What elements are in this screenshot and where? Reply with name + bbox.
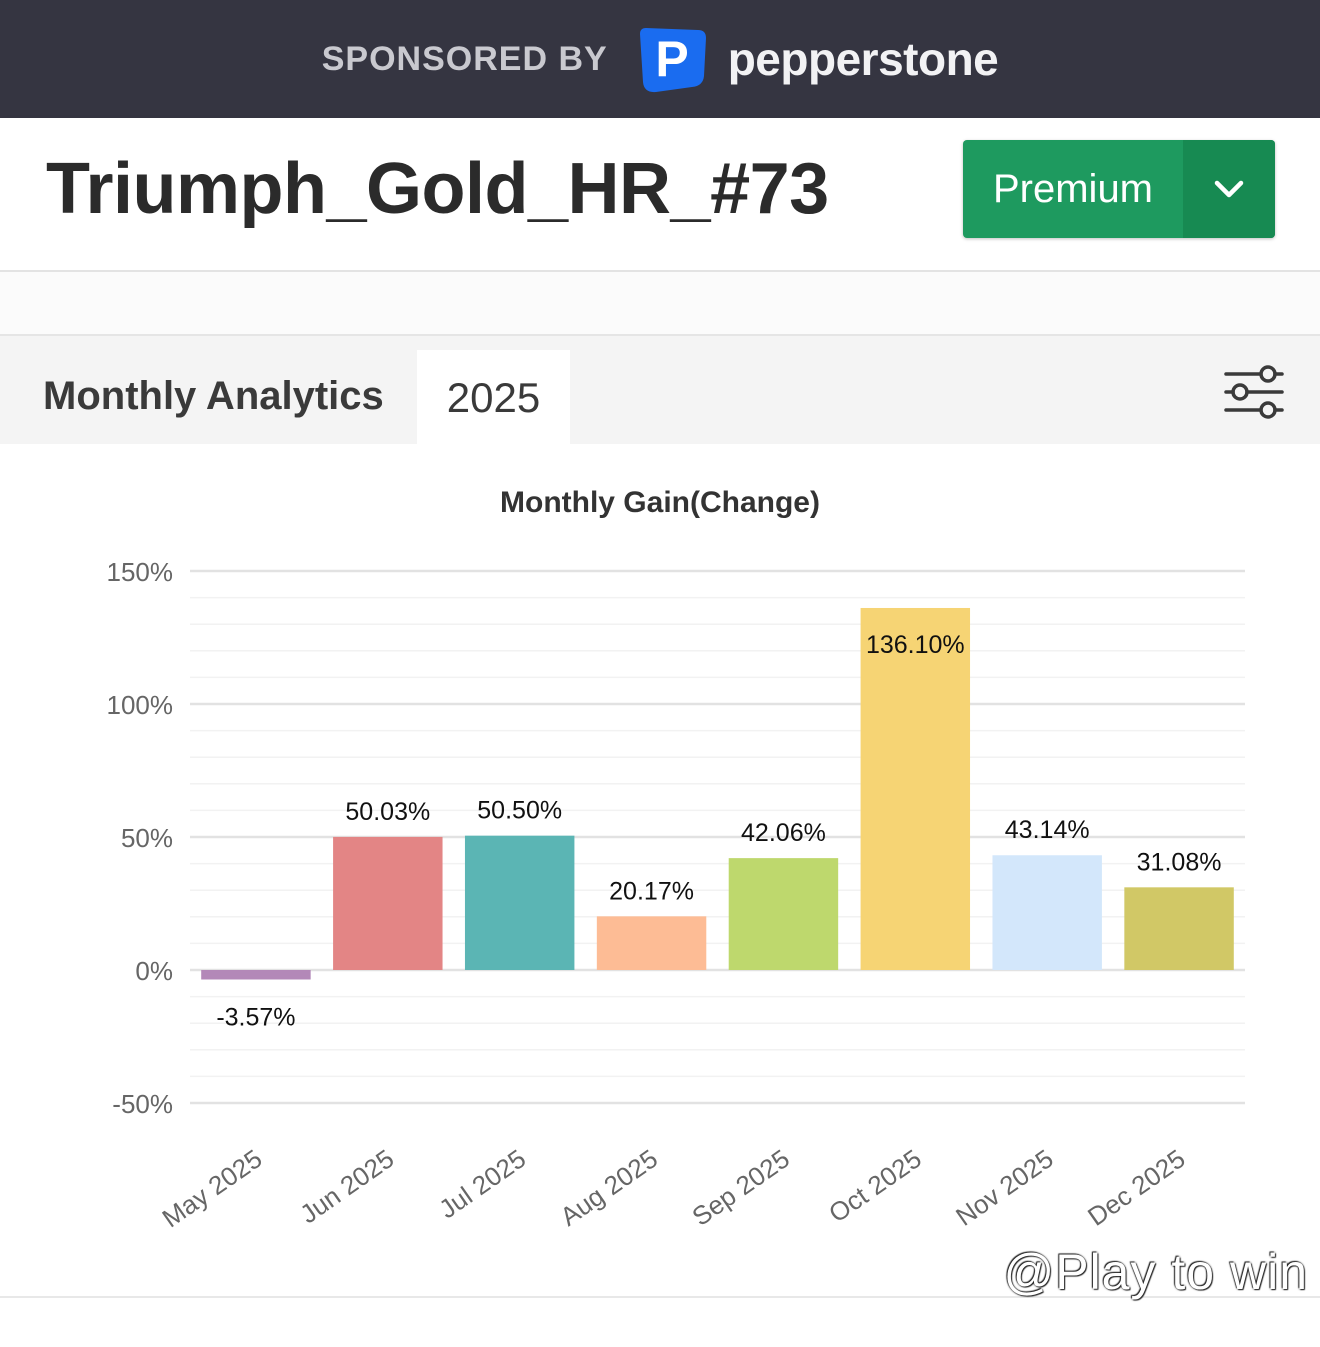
chevron-down-icon bbox=[1214, 180, 1244, 198]
bar[interactable] bbox=[860, 607, 971, 970]
data-label: 136.10% bbox=[866, 631, 965, 659]
bar[interactable] bbox=[992, 855, 1102, 970]
data-label: 42.06% bbox=[741, 819, 826, 847]
y-tick-label: 50% bbox=[121, 823, 173, 853]
data-label: -3.57% bbox=[216, 1003, 295, 1031]
bar[interactable] bbox=[201, 970, 311, 980]
footer-area bbox=[0, 1296, 1320, 1347]
y-tick-label: 100% bbox=[107, 690, 174, 720]
y-tick-label: 150% bbox=[107, 557, 174, 587]
sliders-icon bbox=[1224, 365, 1284, 419]
y-tick-label: 0% bbox=[135, 956, 173, 986]
premium-button[interactable]: Premium bbox=[963, 140, 1275, 238]
monthly-gain-chart: Monthly Gain(Change) -3.57% 50.03% 50.50% 2… bbox=[0, 444, 1320, 1296]
filter-button[interactable] bbox=[1220, 362, 1288, 422]
x-tick-label: Nov 2025 bbox=[950, 1143, 1058, 1231]
x-tick-label: Jun 2025 bbox=[294, 1143, 399, 1229]
x-tick-label: Sep 2025 bbox=[686, 1143, 794, 1231]
y-tick-label: -50% bbox=[112, 1089, 173, 1119]
sponsor-banner[interactable]: SPONSORED BY P pepperstone bbox=[0, 0, 1320, 118]
data-label: 50.50% bbox=[477, 797, 562, 825]
spacer bbox=[0, 272, 1320, 334]
watermark: @Play to win bbox=[1003, 1244, 1308, 1300]
analytics-title: Monthly Analytics bbox=[43, 374, 384, 418]
pepperstone-logo-icon: P bbox=[639, 28, 706, 93]
bar[interactable] bbox=[728, 858, 839, 970]
account-header: Triumph_Gold_HR_#73 Premium bbox=[0, 118, 1320, 272]
premium-dropdown-toggle[interactable] bbox=[1183, 140, 1275, 238]
bar[interactable] bbox=[1124, 887, 1234, 970]
x-tick-label: Aug 2025 bbox=[555, 1143, 663, 1231]
bar[interactable] bbox=[596, 916, 707, 970]
x-tick-label: Jul 2025 bbox=[433, 1143, 531, 1224]
x-tick-label: May 2025 bbox=[157, 1143, 268, 1233]
bar[interactable] bbox=[464, 835, 575, 970]
data-label: 31.08% bbox=[1137, 848, 1222, 876]
x-tick-label: Oct 2025 bbox=[823, 1143, 927, 1228]
data-label: 50.03% bbox=[345, 798, 430, 826]
tab-year[interactable]: 2025 bbox=[417, 350, 570, 446]
analytics-toolbar: Monthly Analytics 2025 bbox=[0, 334, 1320, 446]
x-tick-label: Dec 2025 bbox=[1082, 1143, 1190, 1231]
premium-button-label: Premium bbox=[992, 166, 1154, 211]
data-label: 20.17% bbox=[609, 877, 694, 905]
sponsor-label: SPONSORED BY bbox=[321, 39, 608, 78]
data-label: 43.14% bbox=[1005, 816, 1090, 844]
account-title: Triumph_Gold_HR_#73 bbox=[46, 149, 829, 229]
chart-svg: Monthly Gain(Change) -3.57% 50.03% 50.50% 2… bbox=[107, 486, 1245, 1233]
bar[interactable] bbox=[333, 836, 443, 970]
logo-letter: P bbox=[655, 31, 688, 87]
sponsor-brand-name: pepperstone bbox=[727, 33, 999, 85]
chart-title: Monthly Gain(Change) bbox=[500, 486, 820, 519]
